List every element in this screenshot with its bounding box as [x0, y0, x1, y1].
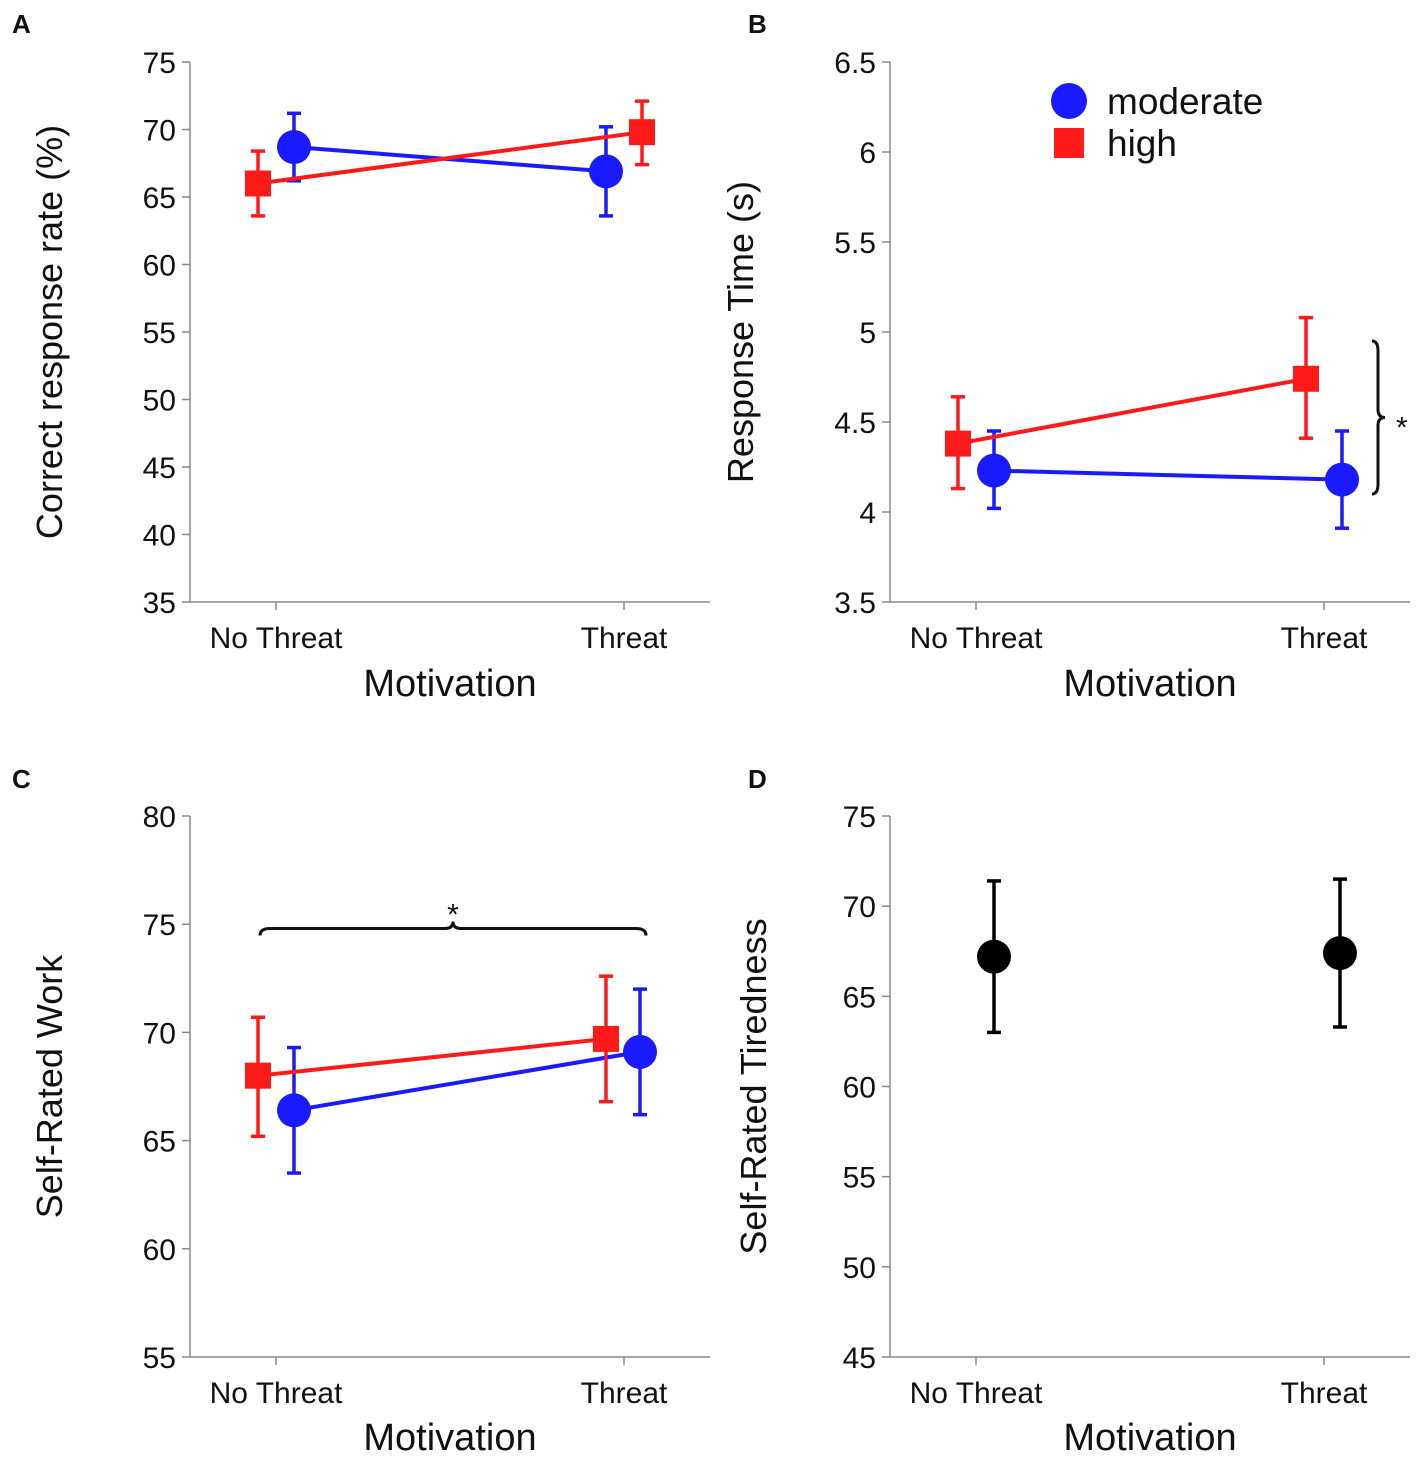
y-axis-title: Self-Rated Tiredness [733, 918, 774, 1254]
y-axis-title: Self-Rated Work [29, 954, 70, 1218]
y-tick-label: 75 [143, 909, 176, 942]
x-tick-label: Threat [581, 622, 668, 655]
data-point-square [945, 430, 971, 457]
y-tick-label: 50 [143, 385, 176, 418]
panel-letter: B [748, 9, 767, 39]
significance-annotation: * [258, 899, 648, 936]
y-tick-label: 60 [843, 1072, 876, 1105]
data-point-circle [589, 154, 623, 189]
y-tick-label: 60 [143, 1234, 176, 1267]
y-tick-label: 65 [143, 1126, 176, 1159]
legend-label: high [1107, 123, 1177, 164]
y-tick-label: 6.5 [834, 47, 876, 80]
y-tick-label: 4.5 [834, 407, 876, 440]
series-high [245, 974, 619, 1139]
series-line [257, 1036, 607, 1078]
y-tick-label: 70 [143, 115, 176, 148]
significance-brace [1371, 339, 1386, 496]
y-tick-label: 45 [143, 452, 176, 485]
panel-letter: D [748, 764, 767, 794]
series-moderate [277, 111, 623, 218]
y-axis-title: Correct response rate (%) [29, 125, 70, 539]
data-point-square [629, 119, 655, 146]
data-point-circle [977, 939, 1011, 974]
significance-label: * [447, 899, 459, 932]
panel-letter: C [12, 764, 31, 794]
significance-annotation: * [1371, 339, 1408, 496]
legend-label: moderate [1107, 81, 1263, 122]
x-axis-title: Motivation [363, 663, 536, 705]
y-tick-label: 50 [843, 1252, 876, 1285]
x-tick-label: No Threat [210, 1377, 344, 1410]
series-all [977, 877, 1357, 1035]
data-point-square [245, 170, 271, 197]
series-line [993, 468, 1343, 482]
x-tick-label: Threat [581, 1377, 668, 1410]
y-tick-label: 80 [143, 801, 176, 834]
legend-marker-square [1054, 128, 1084, 158]
y-tick-label: 70 [843, 891, 876, 924]
data-point-circle [623, 1034, 657, 1069]
y-tick-label: 5 [859, 317, 876, 350]
y-tick-label: 65 [143, 182, 176, 215]
series-high [245, 99, 655, 218]
legend-marker-circle [1051, 83, 1087, 119]
x-tick-label: Threat [1281, 1377, 1368, 1410]
y-tick-label: 55 [843, 1162, 876, 1195]
panel-letter: A [12, 9, 31, 39]
y-tick-label: 75 [143, 47, 176, 80]
significance-label: * [1396, 412, 1408, 445]
data-point-square [593, 1025, 619, 1052]
data-point-circle [1325, 462, 1359, 497]
series-line [293, 1049, 641, 1113]
y-tick-label: 4 [859, 497, 876, 530]
x-tick-label: No Threat [910, 1377, 1044, 1410]
y-tick-label: 75 [843, 801, 876, 834]
series-moderate [977, 429, 1359, 530]
y-tick-label: 40 [143, 520, 176, 553]
y-tick-label: 6 [859, 137, 876, 170]
y-tick-label: 60 [143, 250, 176, 283]
y-tick-label: 35 [143, 587, 176, 620]
significance-brace [258, 921, 648, 936]
x-tick-label: Threat [1281, 622, 1368, 655]
y-tick-label: 70 [143, 1017, 176, 1050]
y-tick-label: 45 [843, 1342, 876, 1375]
x-tick-label: No Threat [210, 622, 344, 655]
x-axis-title: Motivation [363, 1417, 536, 1459]
series-moderate [277, 987, 657, 1175]
series-line [257, 130, 643, 186]
y-tick-label: 65 [843, 981, 876, 1014]
series-line [957, 376, 1307, 446]
x-tick-label: No Threat [910, 622, 1044, 655]
chart-panel-c: C 55 60 65 70 75 80 No Threat Threat Motivation Se… [12, 764, 710, 1459]
y-tick-label: 55 [143, 1342, 176, 1375]
data-point-circle [1323, 936, 1357, 971]
y-tick-label: 55 [143, 317, 176, 350]
chart-panel-d: D 45 50 55 60 65 70 75 No Threat Threat Motivation… [733, 764, 1410, 1459]
chart-panel-a: A 35 40 45 50 55 60 65 70 75 No Threat Threat Motiva… [12, 9, 710, 705]
data-point-square [245, 1062, 271, 1089]
data-point-circle [277, 1093, 311, 1128]
y-tick-label: 5.5 [834, 227, 876, 260]
y-axis-title: Response Time (s) [720, 181, 761, 483]
y-tick-label: 3.5 [834, 587, 876, 620]
data-point-circle [977, 453, 1011, 488]
x-axis-title: Motivation [1063, 663, 1236, 705]
x-axis-title: Motivation [1063, 1417, 1236, 1459]
data-point-circle [277, 130, 311, 165]
data-point-square [1293, 365, 1319, 392]
series-high [945, 315, 1319, 491]
chart-panel-b: B 3.5 4 4.5 5 5.5 6 6.5 No Threat Threat Motivatio… [720, 9, 1410, 705]
